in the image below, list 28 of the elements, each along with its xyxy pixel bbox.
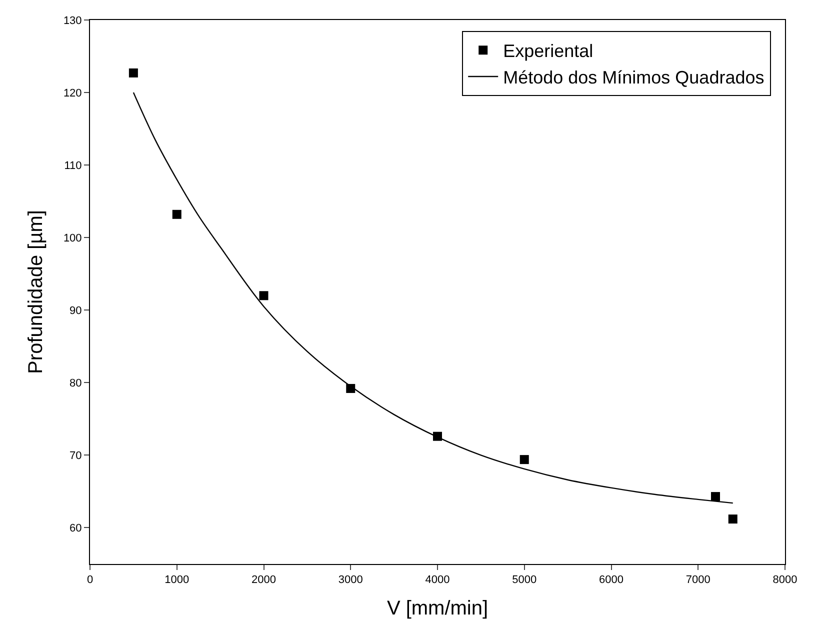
y-tick-label: 100 <box>63 232 82 244</box>
point <box>128 68 138 78</box>
y-tick-label: 120 <box>63 87 82 100</box>
x-tick-label: 7000 <box>686 574 710 586</box>
legend-label: Método dos Mínimos Quadrados <box>503 68 764 88</box>
x-tick-label: 0 <box>86 574 94 586</box>
x-tick-label: 4000 <box>425 574 450 586</box>
point <box>711 492 720 502</box>
x-axis-title: V [mm/min] <box>386 598 488 620</box>
point <box>172 210 182 219</box>
x-tick-label: 8000 <box>772 574 798 586</box>
legend-label: Experiental <box>503 41 594 62</box>
y-axis-title: Profundidade [µm] <box>24 210 47 374</box>
x-tick-label: 1000 <box>164 574 190 586</box>
y-tick-label: 90 <box>70 304 82 317</box>
y-tick-label: 60 <box>70 522 82 535</box>
point <box>520 455 529 464</box>
point <box>728 514 738 524</box>
y-tick-label: 80 <box>70 378 82 390</box>
x-tick-label: 3000 <box>338 574 363 586</box>
x-tick-label: 6000 <box>599 574 624 586</box>
x-tick-label: 2000 <box>252 574 276 586</box>
x-tick-label: 5000 <box>512 574 537 586</box>
line-series <box>132 92 734 504</box>
y-tick-label: 70 <box>70 450 82 462</box>
y-tick-label: 110 <box>64 160 82 172</box>
y-tick-label: 130 <box>63 14 82 27</box>
point <box>259 291 268 300</box>
